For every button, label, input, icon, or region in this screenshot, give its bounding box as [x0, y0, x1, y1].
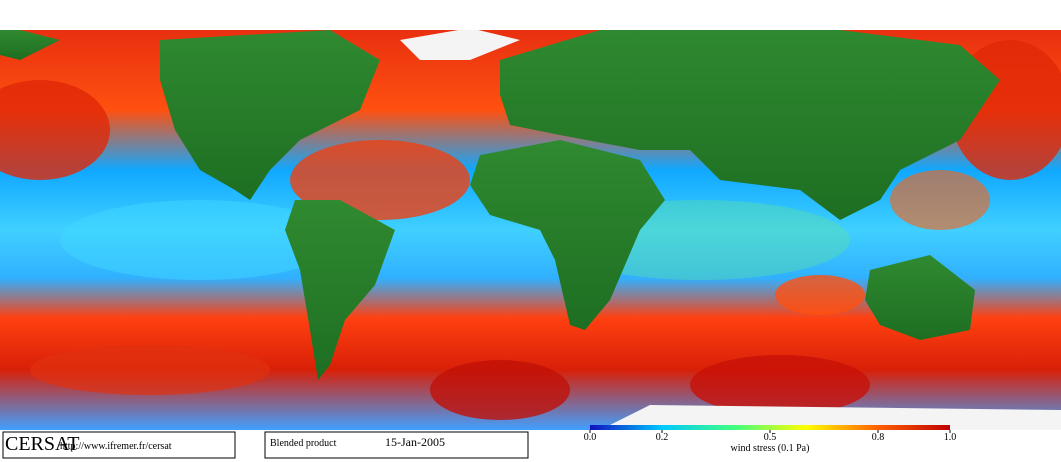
url: http://www.ifremer.fr/cersat [60, 441, 172, 452]
colorbar-ramp [590, 425, 950, 430]
credit-box [2, 431, 236, 459]
logo: CERSAT [5, 433, 79, 455]
colorbar-label: wind stress (0.1 Pa) [731, 443, 810, 454]
product-box [264, 431, 529, 459]
colorbar-tick-label: 0.0 [584, 432, 597, 443]
colorbar-tick-label: 0.5 [764, 432, 777, 443]
top-margin [0, 0, 1061, 30]
colorbar-tick-label: 0.2 [656, 432, 669, 443]
land [0, 25, 1061, 430]
product: Blended product [270, 438, 337, 449]
colorbar: wind stress (0.1 Pa) 0.0 0.2 0.5 0.8 1.0 [584, 425, 957, 454]
colorbar-tick-label: 1.0 [944, 432, 957, 443]
colorbar-tick-label: 0.8 [872, 432, 885, 443]
date: 15-Jan-2005 [385, 435, 445, 449]
